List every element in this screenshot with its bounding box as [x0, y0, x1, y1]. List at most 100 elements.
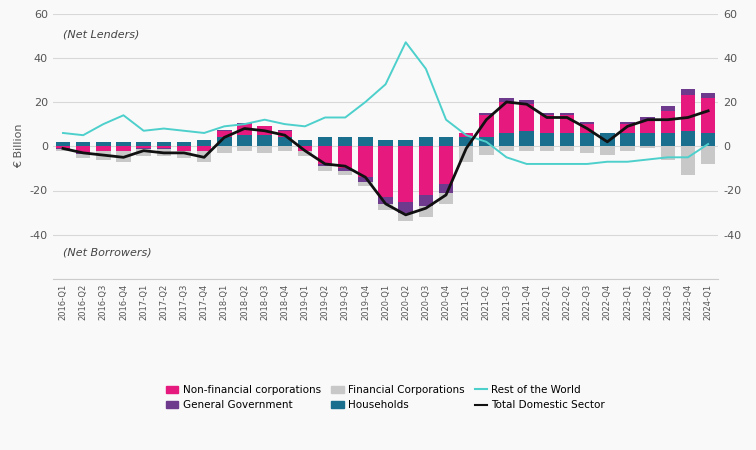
Bar — [540, 133, 554, 146]
Bar — [96, 142, 110, 146]
Bar — [136, 149, 151, 156]
Bar — [156, 149, 171, 156]
Bar — [338, 146, 352, 168]
Bar — [76, 142, 91, 146]
Bar — [661, 107, 675, 111]
Bar — [580, 146, 594, 153]
Bar — [620, 133, 635, 146]
Bar — [237, 135, 252, 146]
Bar — [177, 151, 191, 158]
Bar — [257, 146, 272, 153]
Bar — [620, 124, 635, 133]
Bar — [257, 135, 272, 146]
Bar — [640, 133, 655, 146]
Bar — [600, 133, 615, 146]
Bar — [217, 137, 231, 146]
Bar — [559, 146, 575, 151]
Bar — [136, 148, 151, 149]
Bar — [640, 117, 655, 120]
Bar — [680, 89, 696, 95]
Bar — [680, 95, 696, 131]
Bar — [318, 164, 333, 166]
Bar — [338, 168, 352, 171]
Bar — [156, 142, 171, 146]
Legend: Non-financial corporations, General Government, Financial Corporations, Househol: Non-financial corporations, General Gove… — [166, 385, 606, 410]
Bar — [661, 111, 675, 133]
Bar — [338, 137, 352, 146]
Bar — [237, 123, 252, 124]
Bar — [96, 146, 110, 151]
Bar — [479, 146, 494, 155]
Bar — [459, 133, 473, 137]
Bar — [419, 195, 433, 206]
Bar — [197, 140, 212, 146]
Bar — [177, 146, 191, 151]
Bar — [540, 113, 554, 115]
Bar — [438, 146, 454, 184]
Bar — [620, 122, 635, 124]
Bar — [277, 137, 292, 146]
Bar — [620, 146, 635, 151]
Bar — [398, 140, 413, 146]
Bar — [479, 113, 494, 115]
Bar — [580, 124, 594, 133]
Bar — [701, 93, 715, 98]
Bar — [217, 146, 231, 153]
Bar — [519, 104, 534, 131]
Bar — [499, 102, 514, 133]
Bar — [640, 120, 655, 133]
Bar — [197, 146, 212, 151]
Bar — [156, 146, 171, 148]
Bar — [56, 146, 70, 148]
Bar — [197, 151, 212, 162]
Bar — [701, 146, 715, 164]
Bar — [398, 146, 413, 202]
Bar — [257, 126, 272, 135]
Bar — [398, 213, 413, 221]
Bar — [156, 148, 171, 149]
Bar — [136, 146, 151, 148]
Bar — [378, 204, 393, 211]
Bar — [76, 146, 91, 153]
Bar — [580, 122, 594, 124]
Bar — [398, 202, 413, 213]
Bar — [116, 142, 131, 146]
Bar — [540, 115, 554, 133]
Bar — [559, 113, 575, 115]
Bar — [318, 166, 333, 171]
Bar — [540, 146, 554, 151]
Bar — [237, 146, 252, 151]
Bar — [438, 137, 454, 146]
Bar — [358, 182, 373, 186]
Bar — [559, 133, 575, 146]
Bar — [559, 115, 575, 133]
Bar — [661, 146, 675, 159]
Bar — [358, 146, 373, 177]
Bar — [277, 131, 292, 137]
Bar — [438, 193, 454, 204]
Bar — [378, 197, 393, 204]
Bar — [298, 151, 312, 156]
Bar — [277, 130, 292, 131]
Bar — [116, 146, 131, 151]
Bar — [438, 184, 454, 193]
Bar — [661, 133, 675, 146]
Bar — [580, 133, 594, 146]
Bar — [680, 146, 696, 175]
Bar — [419, 206, 433, 217]
Bar — [519, 100, 534, 104]
Bar — [318, 146, 333, 164]
Bar — [116, 151, 131, 162]
Bar — [217, 131, 231, 137]
Bar — [419, 146, 433, 195]
Bar — [298, 140, 312, 146]
Bar — [459, 137, 473, 146]
Bar — [177, 142, 191, 146]
Bar — [358, 177, 373, 182]
Bar — [237, 124, 252, 135]
Bar — [479, 137, 494, 146]
Bar — [499, 146, 514, 151]
Bar — [298, 146, 312, 151]
Bar — [136, 142, 151, 146]
Bar — [56, 149, 70, 151]
